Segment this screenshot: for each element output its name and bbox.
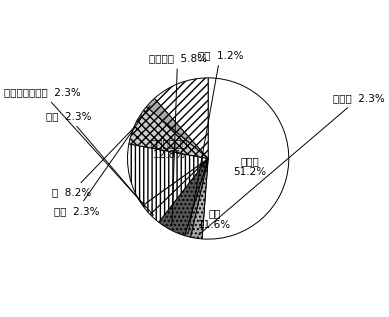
- Wedge shape: [159, 158, 208, 236]
- Text: 親成  2.3%: 親成 2.3%: [46, 112, 145, 207]
- Wedge shape: [128, 144, 208, 205]
- Wedge shape: [129, 107, 208, 158]
- Wedge shape: [191, 158, 208, 239]
- Text: 雇人  1.2%: 雇人 1.2%: [189, 50, 243, 232]
- Wedge shape: [143, 158, 208, 214]
- Wedge shape: [185, 158, 208, 237]
- Text: ホームヘルバー  2.3%: ホームヘルバー 2.3%: [4, 87, 154, 215]
- Wedge shape: [154, 78, 208, 158]
- Text: 施設職員  5.8%: 施設職員 5.8%: [149, 53, 207, 226]
- Wedge shape: [146, 98, 208, 158]
- Text: 母親
11.6%: 母親 11.6%: [198, 208, 231, 230]
- Text: その他  2.3%: その他 2.3%: [199, 93, 385, 235]
- Text: その他の家族
12.8%: その他の家族 12.8%: [151, 138, 188, 160]
- Text: 配偶者
51.2%: 配偶者 51.2%: [233, 156, 266, 178]
- Wedge shape: [202, 78, 289, 239]
- Text: 娘  8.2%: 娘 8.2%: [52, 127, 135, 197]
- Text: 息子  2.3%: 息子 2.3%: [54, 106, 150, 216]
- Wedge shape: [150, 158, 208, 222]
